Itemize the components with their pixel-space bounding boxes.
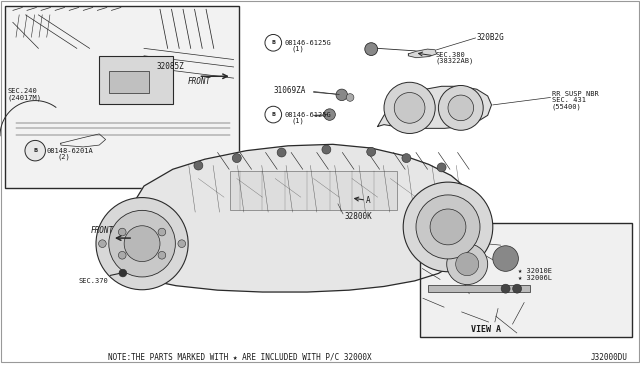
Text: SEC. 431: SEC. 431 (552, 97, 586, 103)
Ellipse shape (402, 154, 411, 163)
Ellipse shape (99, 240, 106, 247)
Ellipse shape (265, 35, 282, 51)
Ellipse shape (403, 182, 493, 272)
Ellipse shape (322, 145, 331, 154)
Ellipse shape (416, 195, 480, 259)
Ellipse shape (232, 154, 241, 163)
Ellipse shape (178, 240, 186, 247)
Text: (1): (1) (291, 118, 304, 124)
Ellipse shape (394, 93, 425, 123)
Text: 08148-6201A: 08148-6201A (46, 148, 93, 154)
Text: SEC.370: SEC.370 (78, 278, 108, 284)
Text: (38322AB): (38322AB) (435, 58, 474, 64)
Text: 08146-6125G: 08146-6125G (285, 112, 332, 118)
Ellipse shape (456, 253, 479, 276)
Text: 32085Z: 32085Z (157, 62, 184, 71)
Bar (420, 223, 632, 337)
Ellipse shape (194, 161, 203, 170)
Ellipse shape (447, 244, 488, 285)
Text: 32800K: 32800K (344, 212, 372, 221)
Text: 08146-6125G: 08146-6125G (285, 40, 332, 46)
Ellipse shape (384, 82, 435, 134)
Ellipse shape (438, 86, 483, 130)
Ellipse shape (513, 284, 522, 293)
Ellipse shape (124, 226, 160, 262)
Ellipse shape (430, 209, 466, 245)
Bar (99, 56, 173, 104)
Polygon shape (378, 86, 492, 128)
Text: (55400): (55400) (552, 104, 581, 110)
Text: B: B (271, 112, 275, 117)
Ellipse shape (493, 246, 518, 271)
Text: SEC.380: SEC.380 (435, 52, 465, 58)
Text: A: A (366, 196, 371, 205)
Text: 320B2G: 320B2G (477, 33, 504, 42)
Ellipse shape (324, 109, 335, 120)
Ellipse shape (118, 228, 126, 236)
Text: B: B (271, 40, 275, 45)
Text: FRONT: FRONT (91, 226, 114, 235)
Text: VIEW A: VIEW A (472, 325, 501, 334)
Text: SEC.240: SEC.240 (8, 88, 37, 94)
Ellipse shape (365, 43, 378, 55)
Text: NOTE:THE PARTS MARKED WITH ★ ARE INCLUDED WITH P/C 32000X: NOTE:THE PARTS MARKED WITH ★ ARE INCLUDE… (108, 353, 372, 362)
Bar (5, 6, 239, 188)
Bar (109, 71, 149, 93)
Polygon shape (118, 144, 483, 292)
Text: ★ 32006L: ★ 32006L (518, 275, 552, 281)
Ellipse shape (346, 94, 354, 101)
Ellipse shape (119, 269, 127, 277)
Ellipse shape (501, 284, 510, 293)
Ellipse shape (109, 211, 175, 277)
Ellipse shape (437, 163, 446, 172)
Text: FRONT: FRONT (188, 77, 211, 86)
Text: (2): (2) (58, 154, 70, 160)
Ellipse shape (158, 251, 166, 259)
Text: B: B (33, 148, 37, 153)
Ellipse shape (158, 228, 166, 236)
Ellipse shape (448, 95, 474, 121)
Ellipse shape (367, 147, 376, 156)
Ellipse shape (96, 198, 188, 290)
Text: (1): (1) (291, 46, 304, 52)
Text: J32000DU: J32000DU (590, 353, 627, 362)
Ellipse shape (118, 251, 126, 259)
Text: RR SUSP NBR: RR SUSP NBR (552, 91, 598, 97)
Polygon shape (408, 49, 436, 58)
Ellipse shape (25, 140, 45, 161)
Text: ★ 32010E: ★ 32010E (518, 268, 552, 274)
Ellipse shape (336, 89, 348, 100)
Text: (24017M): (24017M) (8, 94, 42, 101)
Ellipse shape (277, 148, 286, 157)
Bar (230, 171, 397, 210)
Ellipse shape (265, 106, 282, 123)
Text: 31069ZA: 31069ZA (274, 86, 307, 95)
Bar (428, 285, 530, 292)
